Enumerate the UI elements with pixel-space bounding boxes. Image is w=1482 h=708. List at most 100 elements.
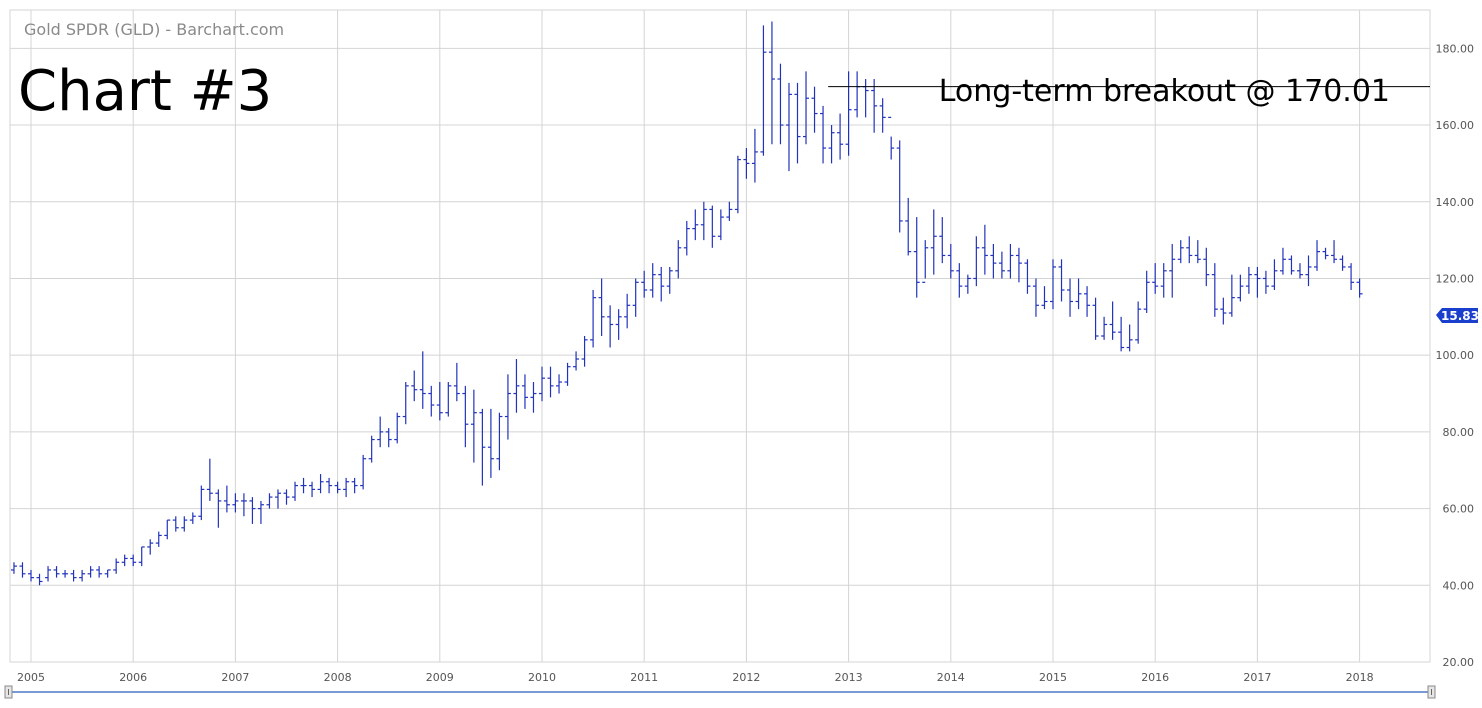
ohlc-bar [930, 209, 937, 275]
ohlc-bar [1348, 263, 1355, 290]
x-axis: 2005 2006 2007 2008 2009 2010 2011 2012 2013 2014… [17, 671, 1374, 684]
ohlc-bar [36, 573, 43, 586]
ohlc-bar [547, 366, 554, 398]
ohlc-bar [334, 481, 341, 494]
ohlc-bar [45, 566, 52, 582]
ohlc-bar [649, 263, 656, 298]
ohlc-bar [717, 209, 724, 241]
ohlc-bar [871, 79, 878, 133]
ohlc-bar [598, 278, 605, 336]
y-tick-label: 140.00 [1436, 196, 1475, 209]
ohlc-bar [751, 128, 758, 183]
ohlc-bar [1305, 255, 1312, 287]
ohlc-bar [309, 481, 316, 498]
last-price-value: 15.83 [1441, 309, 1479, 323]
ohlc-bar [223, 485, 230, 513]
ohlc-bar [956, 263, 963, 298]
ohlc-bar [368, 435, 375, 463]
ohlc-bar [564, 362, 571, 386]
ohlc-bar [257, 500, 264, 524]
x-tick-label: 2009 [426, 671, 454, 684]
ohlc-bar [1169, 243, 1176, 298]
ohlc-bar [1152, 263, 1159, 294]
time-scrollbar[interactable] [4, 685, 1436, 699]
ohlc-bar [726, 201, 733, 221]
ohlc-bar [1228, 274, 1235, 317]
ohlc-bar [1135, 301, 1142, 344]
x-tick-label: 2005 [17, 671, 45, 684]
chart-source-title: Gold SPDR (GLD) - Barchart.com [24, 20, 284, 39]
ohlc-bar [700, 201, 707, 241]
ohlc-bar [581, 336, 588, 367]
x-tick-label: 2010 [528, 671, 556, 684]
ohlc-bar [70, 569, 77, 582]
ohlc-bar [462, 385, 469, 448]
ohlc-bar [487, 408, 494, 478]
ohlc-bar [981, 224, 988, 275]
ohlc-bar [998, 251, 1005, 279]
ohlc-bar [402, 382, 409, 425]
ohlc-bar [436, 382, 443, 421]
ohlc-bar [1126, 324, 1133, 352]
ohlc-bar [1109, 301, 1116, 340]
ohlc-bar [1075, 278, 1082, 310]
ohlc-bar [1356, 278, 1363, 298]
ohlc-bar [768, 21, 775, 145]
x-tick-label: 2014 [937, 671, 965, 684]
breakout-annotation: Long-term breakout @ 170.01 [939, 74, 1390, 109]
ohlc-bar [1143, 270, 1150, 313]
ohlc-bar [419, 351, 426, 409]
ohlc-bar [206, 458, 213, 501]
ohlc-bar [360, 454, 367, 490]
ohlc-bar [845, 71, 852, 156]
ohlc-bar [1211, 263, 1218, 317]
ohlc-bar [521, 374, 528, 409]
ohlc-bar [138, 546, 145, 567]
x-tick-label: 2012 [732, 671, 760, 684]
y-tick-label: 40.00 [1443, 579, 1475, 592]
ohlc-bar [96, 566, 103, 578]
ohlc-bar [147, 539, 154, 555]
ohlc-bar [87, 566, 94, 578]
ohlc-bar [658, 266, 665, 302]
ohlc-bar [760, 25, 767, 156]
ohlc-bar [1237, 274, 1244, 302]
x-tick-label: 2011 [630, 671, 658, 684]
ohlc-bar [121, 554, 128, 567]
ohlc-bar [1262, 270, 1269, 294]
ohlc-bar [1118, 316, 1125, 352]
ohlc-bar [62, 569, 69, 578]
ohlc-bar [709, 205, 716, 248]
ohlc-bar [1186, 236, 1193, 264]
ohlc-bar [385, 428, 392, 448]
ohlc-bar [1041, 286, 1048, 310]
ohlc-bar [1007, 243, 1014, 279]
ohlc-bar [198, 485, 205, 521]
ohlc-bar [990, 243, 997, 279]
ohlc-bar [445, 382, 452, 417]
ohlc-bar [479, 408, 486, 486]
ohlc-bar [1194, 240, 1201, 264]
ohlc-bar [794, 82, 801, 164]
ohlc-bar [1314, 240, 1321, 271]
x-tick-label: 2018 [1346, 671, 1374, 684]
ohlc-bar [1092, 297, 1099, 340]
ohlc-bar [922, 240, 929, 283]
x-tick-label: 2008 [324, 671, 352, 684]
ohlc-bar [181, 516, 188, 532]
ohlc-bar [274, 489, 281, 509]
last-price-badge: 15.83 [1436, 308, 1479, 323]
ohlc-bar [343, 477, 350, 498]
ohlc-bar [240, 493, 247, 517]
ohlc-bar [1254, 266, 1261, 298]
ohlc-bar [615, 309, 622, 340]
ohlc-bar [351, 477, 358, 494]
ohlc-bar [172, 516, 179, 532]
ohlc-bar [1024, 259, 1031, 294]
ohlc-bar [666, 266, 673, 294]
ohlc-bar [411, 370, 418, 402]
ohlc-bar [888, 116, 895, 160]
ohlc-bar [624, 293, 631, 329]
ohlc-bar [394, 412, 401, 444]
